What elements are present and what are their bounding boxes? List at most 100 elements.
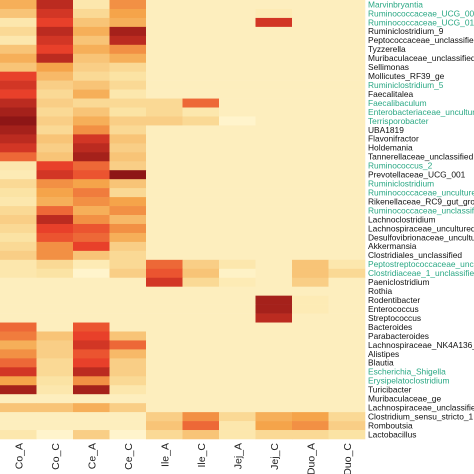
heatmap-cell (219, 62, 256, 72)
heatmap-cell (328, 268, 366, 279)
heatmap-cell (36, 367, 74, 377)
heatmap-cell (182, 26, 220, 37)
heatmap-cell (0, 376, 37, 386)
heatmap-cell (146, 125, 183, 135)
heatmap-cell (255, 241, 293, 252)
heatmap-cell (255, 304, 293, 314)
heatmap-cell (328, 367, 366, 377)
heatmap-cell (182, 376, 220, 386)
heatmap-cell (0, 0, 37, 10)
heatmap-cell (255, 340, 293, 350)
heatmap-cell (182, 259, 220, 270)
row-label: Muribaculaceae_ge (368, 394, 441, 404)
heatmap-cell (292, 134, 329, 144)
heatmap-cell (73, 403, 110, 413)
heatmap-cell (36, 241, 74, 252)
row-label: Turicibacter (368, 385, 412, 395)
heatmap-cell (255, 367, 293, 377)
heatmap-cell (182, 35, 220, 46)
heatmap-cell (146, 35, 183, 46)
row-label: Blautia (368, 358, 394, 368)
heatmap-cell (182, 331, 220, 341)
heatmap-cell (109, 170, 147, 180)
heatmap-cell (182, 394, 220, 404)
heatmap-cell (182, 412, 220, 422)
heatmap-cell (219, 35, 256, 46)
heatmap-cell (73, 143, 110, 153)
heatmap-cell (219, 358, 256, 368)
heatmap-cell (36, 331, 74, 341)
heatmap-cell (255, 116, 293, 126)
row-label: Enterobacteriaceae_uncultured (368, 107, 474, 117)
heatmap-cell (0, 125, 37, 135)
heatmap-cell (182, 322, 220, 332)
heatmap-cell (0, 259, 37, 270)
heatmap-cell (73, 152, 110, 162)
heatmap-cell (36, 322, 74, 332)
heatmap-cell (109, 322, 147, 332)
heatmap-cell (182, 53, 220, 64)
heatmap-cell (0, 421, 37, 431)
column-label: Ce_C (123, 443, 135, 470)
heatmap-cells (0, 0, 366, 440)
heatmap-cell (328, 412, 366, 422)
heatmap-cell (73, 358, 110, 368)
heatmap-cell (36, 143, 74, 153)
row-label: Terrisporobacter (368, 116, 429, 126)
heatmap-cell (0, 8, 37, 19)
heatmap-cell (182, 179, 220, 189)
heatmap-cell (219, 53, 256, 64)
heatmap-cell (328, 44, 366, 55)
row-label: Mollicutes_RF39_ge (368, 71, 445, 81)
heatmap-cell (182, 17, 220, 28)
heatmap-cell (255, 232, 293, 243)
heatmap-cell (0, 250, 37, 261)
heatmap-cell (36, 215, 74, 225)
row-label: Faecalibaculum (368, 98, 427, 108)
heatmap-cell (109, 134, 147, 144)
heatmap-cell (219, 170, 256, 180)
heatmap-cell (292, 152, 329, 162)
row-label: Clostridium_sensu_stricto_1 (368, 411, 474, 421)
heatmap-cell (0, 322, 37, 332)
heatmap-cell (36, 197, 74, 207)
heatmap-cell (73, 421, 110, 431)
heatmap-cell (109, 107, 147, 117)
heatmap-cell (255, 206, 293, 216)
heatmap-cell (36, 223, 74, 234)
heatmap-cell (182, 161, 220, 171)
heatmap-cell (36, 179, 74, 189)
column-labels: Co_A Co_C Ce_A Ce_C Ile_A Ile_C Jej_A Jej_C Duo_… (13, 443, 354, 474)
heatmap-cell (292, 143, 329, 153)
heatmap-cell (36, 0, 74, 10)
row-label: UBA1819 (368, 125, 404, 135)
heatmap-cell (182, 385, 220, 395)
heatmap-cell (0, 367, 37, 377)
heatmap-cell (219, 322, 256, 332)
heatmap-cell (292, 197, 329, 207)
heatmap-cell (36, 170, 74, 180)
heatmap-cell (0, 62, 37, 72)
heatmap-cell (219, 340, 256, 350)
heatmap-cell (292, 322, 329, 332)
heatmap-cell (36, 26, 74, 37)
heatmap-cell (255, 385, 293, 395)
heatmap-cell (146, 304, 183, 314)
heatmap-cell (328, 385, 366, 395)
column-label: Co_A (13, 443, 25, 469)
heatmap-cell (146, 313, 183, 323)
heatmap-cell (328, 179, 366, 189)
heatmap-cell (73, 286, 110, 296)
row-label: Akkermansia (368, 241, 417, 251)
heatmap-cell (255, 286, 293, 296)
heatmap-cell (73, 304, 110, 314)
heatmap-cell (36, 188, 74, 198)
heatmap-cell (292, 340, 329, 350)
heatmap-cell (146, 26, 183, 37)
row-label: Clostridiaceae_1_unclassified (368, 268, 474, 278)
column-label: Ce_A (86, 443, 98, 469)
row-label: Rothia (368, 286, 393, 296)
heatmap-cell (0, 223, 37, 234)
heatmap-cell (292, 62, 329, 72)
heatmap-cell (109, 0, 147, 10)
